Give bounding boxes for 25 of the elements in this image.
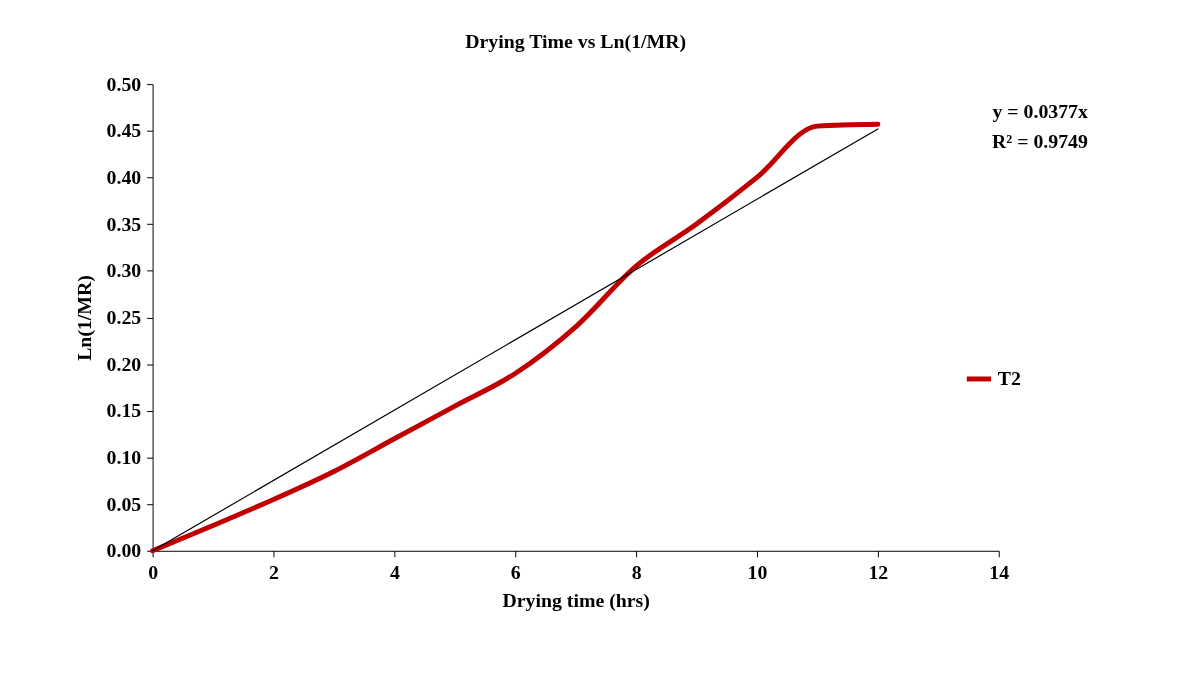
y-tick-label: 0.05 xyxy=(106,492,142,515)
y-tick-label: 0.00 xyxy=(106,539,142,562)
x-tick-label: 6 xyxy=(510,561,521,584)
annotation: y = 0.0377x xyxy=(992,99,1089,122)
x-tick-label: 0 xyxy=(148,561,159,584)
legend-label: T2 xyxy=(997,366,1021,389)
y-tick-label: 0.40 xyxy=(106,165,142,188)
y-tick-label: 0.50 xyxy=(106,72,142,95)
chart-title: Drying Time vs Ln(1/MR) xyxy=(465,30,687,54)
x-axis-title: Drying time (hrs) xyxy=(502,588,650,612)
x-tick-label: 12 xyxy=(868,561,889,584)
x-tick-label: 4 xyxy=(389,561,400,584)
x-tick-label: 14 xyxy=(989,561,1010,584)
y-tick-label: 0.25 xyxy=(106,305,142,328)
y-tick-label: 0.35 xyxy=(106,212,142,235)
y-tick-label: 0.45 xyxy=(106,119,142,142)
y-axis-title: Ln(1/MR) xyxy=(72,275,96,361)
y-tick-label: 0.15 xyxy=(106,399,142,422)
x-tick-label: 2 xyxy=(269,561,280,584)
x-tick-label: 8 xyxy=(631,561,642,584)
y-tick-label: 0.10 xyxy=(106,445,142,468)
y-tick-label: 0.20 xyxy=(106,352,142,375)
y-tick-label: 0.30 xyxy=(106,259,142,282)
annotation: R² = 0.9749 xyxy=(992,129,1089,152)
x-tick-label: 10 xyxy=(747,561,768,584)
